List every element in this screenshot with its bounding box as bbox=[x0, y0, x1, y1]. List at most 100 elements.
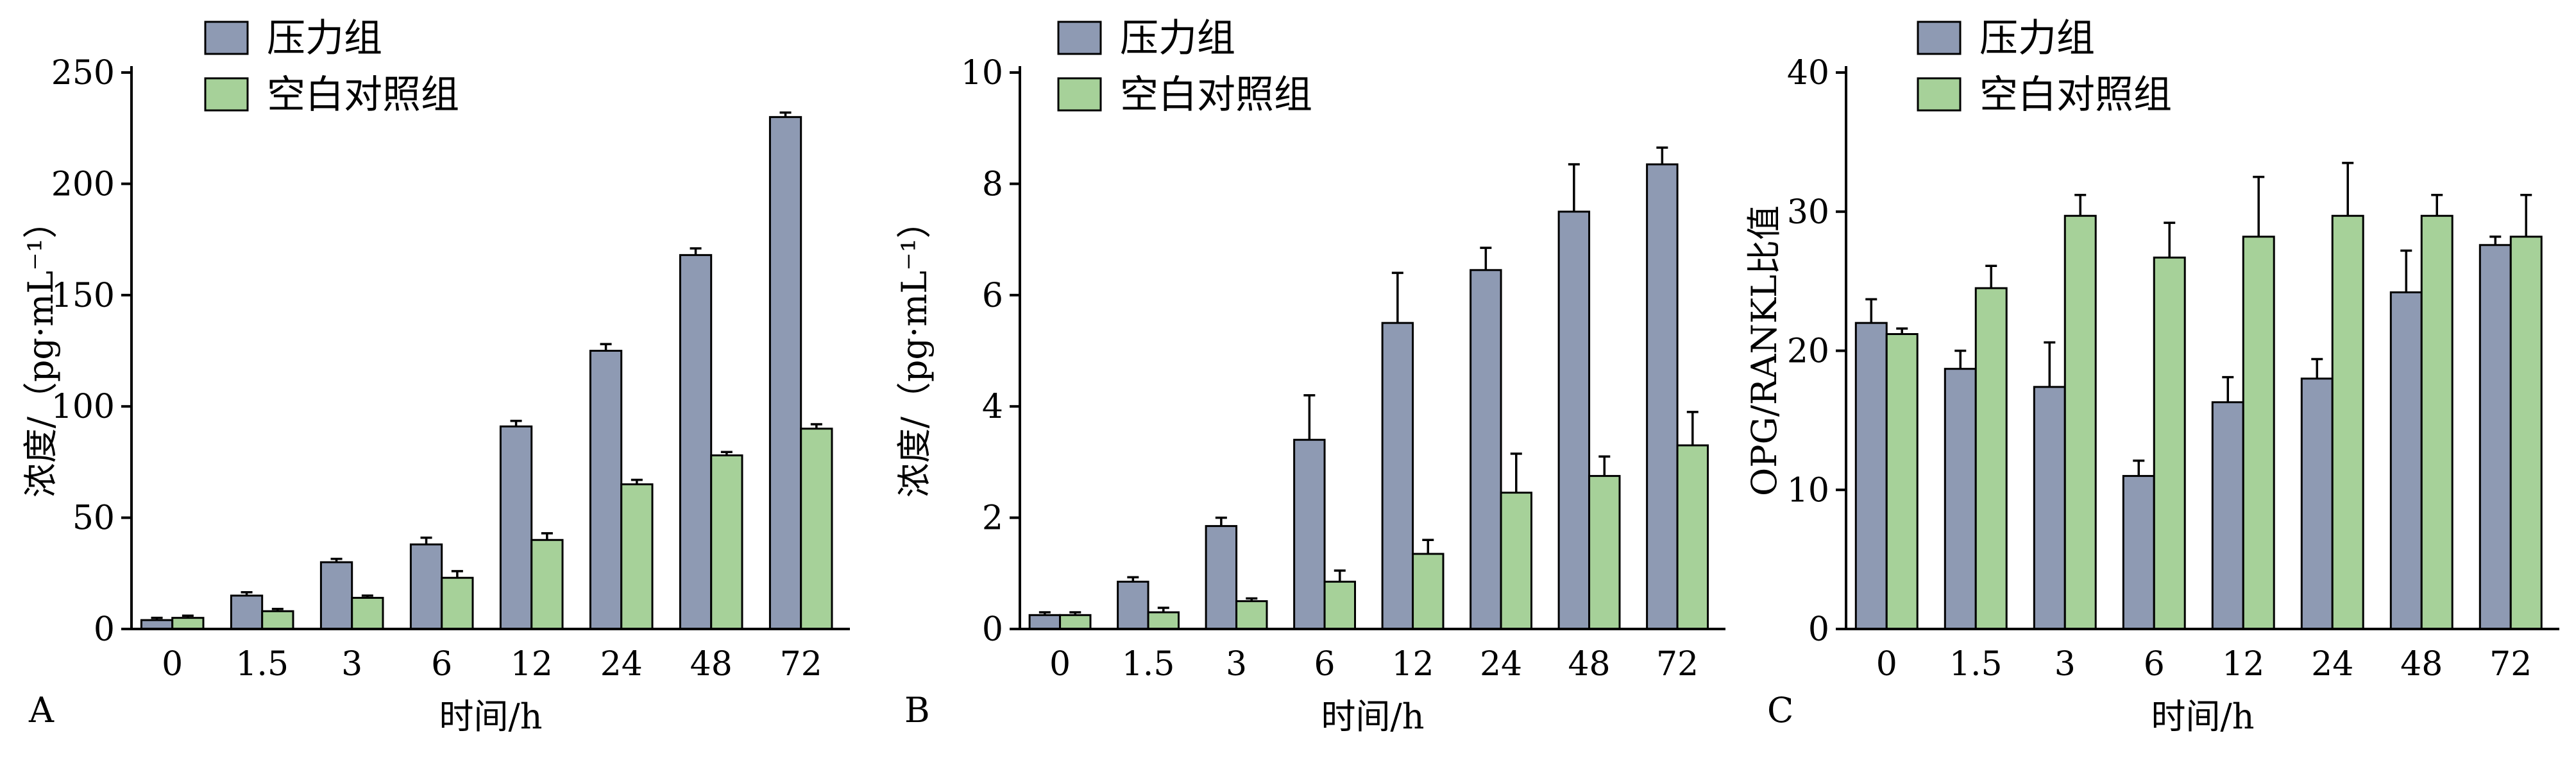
legend-swatch-pressure bbox=[204, 21, 249, 55]
chart-panel-a: 0 50 100 150 200 250 0 1.5 3 6 12 24 48 72 时间/h 浓度/（pg·… bbox=[21, 16, 850, 737]
bar-control-1 bbox=[1147, 611, 1180, 630]
error-bar-control-1 bbox=[1985, 264, 1997, 288]
x-tick-label: 1.5 bbox=[235, 645, 289, 684]
error-bar-pressure-5 bbox=[600, 343, 612, 351]
legend-swatch-pressure bbox=[1917, 21, 1962, 55]
x-tick-label: 48 bbox=[2400, 645, 2443, 684]
x-tick-label: 24 bbox=[600, 645, 643, 684]
bar-pressure-4 bbox=[2211, 401, 2244, 630]
bar-control-2 bbox=[351, 596, 384, 630]
error-bar-control-2 bbox=[2074, 193, 2087, 216]
bar-pressure-2 bbox=[319, 561, 353, 630]
error-bar-control-3 bbox=[2164, 221, 2176, 258]
bar-pressure-5 bbox=[589, 350, 623, 630]
x-tick-label: 0 bbox=[1876, 645, 1897, 684]
bar-pressure-1 bbox=[1944, 368, 1977, 630]
bar-pressure-1 bbox=[1117, 580, 1149, 630]
error-bar-control-7 bbox=[810, 423, 822, 429]
error-bar-control-4 bbox=[2253, 175, 2265, 237]
y-tick-label: 6 bbox=[982, 277, 1003, 315]
error-bar-pressure-1 bbox=[241, 591, 253, 596]
y-tick-label: 0 bbox=[1808, 610, 1829, 649]
legend-label-control: 空白对照组 bbox=[1979, 73, 2172, 117]
x-tick-label: 12 bbox=[1391, 645, 1434, 684]
bar-pressure-0 bbox=[140, 619, 174, 630]
x-tick-label: 6 bbox=[2144, 645, 2165, 684]
error-bar-pressure-7 bbox=[779, 111, 792, 117]
bar-control-7 bbox=[800, 427, 833, 630]
bar-pressure-3 bbox=[1293, 438, 1326, 630]
y-tick-label: 8 bbox=[982, 165, 1003, 203]
x-tick-label: 24 bbox=[1480, 645, 1522, 684]
bar-pressure-0 bbox=[1028, 614, 1062, 630]
x-tick-label: 3 bbox=[1226, 645, 1247, 684]
error-bar-pressure-4 bbox=[2222, 375, 2234, 402]
x-tick-label: 0 bbox=[162, 645, 183, 684]
bar-control-3 bbox=[1323, 580, 1356, 630]
y-tick-label: 0 bbox=[94, 610, 115, 649]
y-axis-title: 浓度/（pg·mL⁻¹） bbox=[894, 204, 935, 498]
y-tick-label: 150 bbox=[51, 277, 115, 315]
legend-swatch-control bbox=[204, 77, 249, 112]
bar-control-5 bbox=[1500, 492, 1532, 630]
y-tick-label: 250 bbox=[51, 54, 115, 92]
error-bar-pressure-1 bbox=[1127, 576, 1139, 582]
bar-control-3 bbox=[441, 576, 474, 630]
y-tick-label: 200 bbox=[51, 165, 115, 203]
bar-control-4 bbox=[2242, 236, 2275, 630]
x-tick-label: 3 bbox=[2055, 645, 2076, 684]
error-bar-control-5 bbox=[2342, 162, 2354, 216]
y-tick-label: 10 bbox=[1787, 471, 1829, 510]
y-axis-title: 浓度/（pg·mL⁻¹） bbox=[21, 204, 61, 498]
x-tick-label: 12 bbox=[511, 645, 553, 684]
error-bar-control-7 bbox=[1686, 411, 1699, 445]
x-axis-title: 时间/h bbox=[439, 696, 543, 737]
x-axis-title: 时间/h bbox=[2151, 696, 2255, 737]
error-bar-control-5 bbox=[1510, 452, 1522, 493]
bar-control-6 bbox=[1588, 475, 1621, 630]
y-tick-label: 50 bbox=[72, 499, 115, 538]
bar-control-1 bbox=[261, 610, 294, 630]
y-tick-label: 4 bbox=[982, 388, 1003, 426]
error-bar-pressure-6 bbox=[2400, 249, 2412, 293]
bar-control-3 bbox=[2153, 256, 2186, 630]
bar-pressure-6 bbox=[1557, 211, 1591, 630]
y-tick-label: 10 bbox=[961, 54, 1003, 92]
error-bar-pressure-4 bbox=[510, 419, 522, 427]
legend-label-control: 空白对照组 bbox=[1120, 73, 1312, 117]
y-axis-title: OPG/RANKL比值 bbox=[1744, 205, 1784, 496]
error-bar-pressure-0 bbox=[1038, 611, 1051, 616]
y-tick-label: 100 bbox=[51, 388, 115, 426]
panel-letter: C bbox=[1767, 690, 1793, 730]
legend-swatch-pressure bbox=[1057, 21, 1102, 55]
legend-label-pressure: 压力组 bbox=[1120, 16, 1235, 61]
x-tick-label: 1.5 bbox=[1949, 645, 2003, 684]
error-bar-pressure-3 bbox=[2133, 459, 2145, 476]
error-bar-control-4 bbox=[1422, 538, 1434, 554]
bar-pressure-7 bbox=[768, 116, 802, 630]
y-tick-label: 40 bbox=[1787, 54, 1829, 92]
panel-letter: B bbox=[904, 690, 930, 730]
x-tick-label: 72 bbox=[1656, 645, 1699, 684]
error-bar-pressure-4 bbox=[1391, 271, 1403, 323]
bar-control-6 bbox=[710, 454, 743, 630]
error-bar-pressure-7 bbox=[1656, 146, 1668, 165]
error-bar-pressure-5 bbox=[1480, 246, 1492, 270]
x-tick-label: 72 bbox=[2489, 645, 2532, 684]
error-bar-control-1 bbox=[1157, 607, 1169, 612]
bar-control-6 bbox=[2420, 214, 2453, 630]
error-bar-control-6 bbox=[720, 451, 733, 456]
error-bar-control-2 bbox=[1246, 597, 1258, 601]
bar-control-4 bbox=[1412, 553, 1445, 630]
bar-pressure-4 bbox=[499, 425, 533, 630]
bar-pressure-0 bbox=[1854, 322, 1888, 630]
x-tick-label: 72 bbox=[780, 645, 822, 684]
bar-pressure-4 bbox=[1381, 322, 1414, 630]
error-bar-control-6 bbox=[2431, 193, 2443, 216]
bar-control-7 bbox=[2509, 236, 2543, 630]
bar-control-0 bbox=[1885, 332, 1919, 630]
x-tick-label: 6 bbox=[1314, 645, 1335, 684]
bar-pressure-7 bbox=[2479, 244, 2512, 630]
bar-pressure-6 bbox=[2389, 291, 2423, 630]
